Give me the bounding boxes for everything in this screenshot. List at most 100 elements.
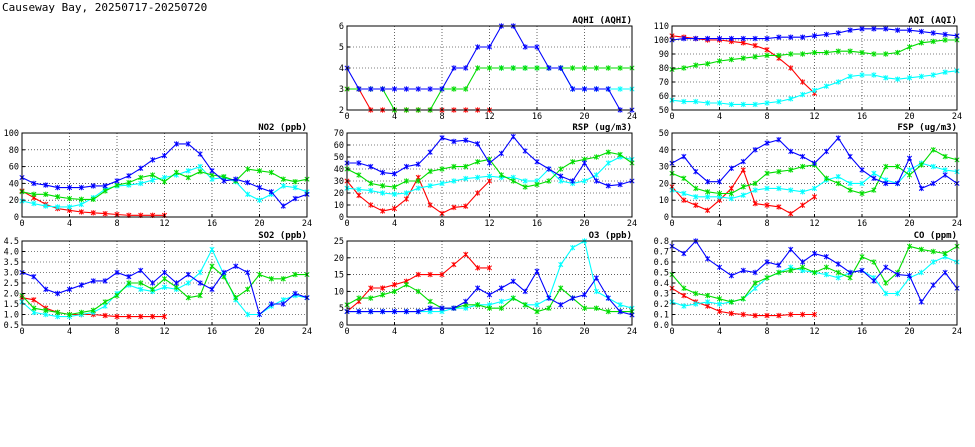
data-point [463, 251, 469, 258]
data-point [811, 87, 818, 94]
data-point [161, 313, 168, 320]
data-point [705, 299, 711, 305]
data-point [906, 272, 913, 279]
data-point [368, 285, 374, 291]
data-point [427, 202, 433, 208]
y-tick-label: 0.2 [654, 300, 669, 310]
data-point [847, 269, 853, 276]
data-point [811, 311, 818, 318]
data-point [391, 171, 398, 177]
data-point [942, 250, 948, 257]
x-tick-label: 4 [717, 327, 722, 337]
data-point [150, 280, 156, 286]
x-tick-label: 12 [484, 219, 494, 229]
x-tick-label: 4 [392, 327, 397, 337]
data-point [871, 26, 877, 32]
data-point [764, 259, 770, 265]
data-point [138, 180, 144, 187]
data-point [906, 155, 913, 161]
data-point [185, 168, 191, 174]
data-point [883, 180, 889, 187]
y-tick-label: 0.3 [654, 290, 669, 300]
data-point [185, 295, 191, 301]
y-tick-label: 20 [334, 189, 344, 199]
data-point [681, 250, 687, 257]
data-point [593, 305, 599, 311]
data-point [415, 288, 421, 295]
data-point [823, 271, 829, 278]
data-point [906, 243, 913, 249]
data-point [728, 35, 734, 42]
y-tick-label: 20 [9, 196, 19, 206]
data-point [522, 44, 528, 50]
data-point [728, 310, 734, 317]
data-point [78, 184, 84, 191]
y-tick-label: 0.5 [654, 269, 669, 279]
data-point [740, 35, 746, 42]
data-point [681, 303, 687, 309]
data-point [475, 141, 481, 147]
data-point [871, 187, 877, 193]
x-tick-label: 0 [19, 327, 24, 337]
data-point [403, 281, 409, 288]
data-point [380, 308, 386, 315]
data-point [681, 175, 687, 182]
data-point [245, 179, 251, 186]
data-point [605, 308, 611, 315]
data-point [475, 174, 481, 181]
data-point [439, 305, 445, 311]
data-point [800, 163, 806, 170]
data-point [871, 170, 877, 177]
y-tick-label: 6 [339, 22, 344, 32]
data-point [776, 269, 782, 276]
data-point [498, 65, 504, 71]
data-point [427, 305, 433, 311]
data-point [823, 83, 829, 89]
data-point [415, 271, 421, 278]
data-point [292, 290, 298, 297]
data-point [605, 149, 611, 155]
data-point [570, 159, 576, 165]
data-point [906, 44, 913, 50]
data-point [740, 167, 746, 173]
x-tick-label: 16 [857, 112, 867, 122]
y-tick-label: 50 [334, 153, 344, 163]
data-point [403, 86, 409, 92]
data-point [811, 33, 818, 39]
data-point [233, 263, 239, 269]
data-point [463, 65, 469, 71]
data-point [233, 176, 239, 182]
data-point [918, 40, 924, 46]
chart-title: FSP (ug/m3) [897, 123, 957, 133]
data-point [835, 30, 841, 36]
y-tick-label: 80 [659, 64, 669, 74]
chart-panel: 0 4 8 12 16 20 24 0 10 20 30 40 50 FSP (ug/m3) [659, 123, 962, 229]
data-point [534, 159, 540, 165]
data-point [427, 149, 433, 155]
data-point [427, 183, 433, 189]
data-point [356, 86, 362, 92]
x-tick-label: 16 [207, 327, 217, 337]
data-point [486, 160, 493, 166]
data-point [150, 286, 156, 292]
data-point [895, 163, 901, 170]
data-point [380, 285, 386, 291]
data-point [800, 259, 806, 265]
data-point [705, 61, 711, 67]
data-point [716, 35, 723, 42]
y-tick-label: 110 [654, 22, 669, 32]
x-tick-label: 8 [114, 327, 119, 337]
data-point [138, 313, 144, 320]
x-tick-label: 4 [392, 112, 397, 122]
data-point [546, 166, 552, 172]
y-tick-label: 2.0 [4, 290, 19, 300]
data-point [510, 65, 516, 71]
data-point [31, 274, 37, 280]
data-point [558, 302, 564, 308]
data-point [705, 179, 711, 185]
x-tick-label: 4 [67, 219, 72, 229]
data-point [55, 290, 61, 297]
y-tick-label: 70 [659, 78, 669, 88]
data-point [605, 86, 611, 92]
